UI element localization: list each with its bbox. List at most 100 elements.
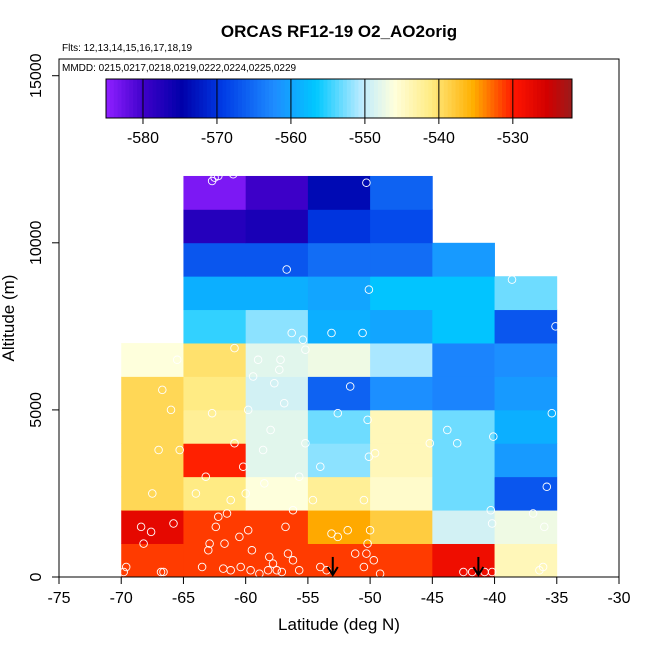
observation-point [204,546,213,555]
observation-point [333,532,343,542]
heatmap-cell [245,309,309,344]
observation-point [230,439,239,448]
colorbar-segment [226,79,231,118]
heatmap-cell [307,343,371,377]
heatmap-cell [245,476,309,511]
y-axis-label: Altitude (m) [0,275,18,362]
colorbar-segment [486,79,491,118]
observation-point [369,556,379,565]
heatmap-cells [121,175,558,578]
colorbar-segment [121,79,126,118]
observation-point [298,335,308,344]
observation-point [547,408,557,418]
heatmap-cell [245,409,309,444]
observation-point [365,525,375,535]
heatmap-cell [121,543,184,578]
x-tick-label: -45 [421,590,444,607]
colorbar-segment [300,79,305,118]
observation-point [277,567,287,577]
heatmap-cell [245,209,309,244]
heatmap-cell [370,510,433,544]
colorbar-segment [191,79,196,118]
colorbar-segment [467,79,472,118]
colorbar-segment [245,79,251,118]
colorbar-segment [222,79,227,118]
flights-note: Flts: 12,13,14,15,16,17,18,19 [62,43,193,54]
observation-point [146,527,156,537]
observation-point [248,372,258,381]
heatmap-cell [183,343,247,377]
heatmap-cell [494,309,558,344]
colorbar-segment [451,79,456,118]
colorbar-segment [257,79,262,118]
colorbar-segment [238,79,243,118]
observation-point [282,265,291,274]
x-tick-label: -75 [47,590,70,607]
colorbar-segment [339,79,344,118]
observation-point [452,439,462,448]
colorbar-segment [521,79,526,118]
x-tick-label: -55 [296,590,319,607]
observation-point [220,539,229,548]
observation-point [350,549,360,558]
observation-point [243,525,253,535]
heatmap-cell [245,175,309,210]
colorbar-segment [218,79,223,118]
colorbar: -580 -570 -560 -550 -540 -530 [105,78,573,147]
observation-point [343,525,352,535]
heatmap-cell [432,376,495,411]
observation-point [507,275,517,284]
colorbar-segment [525,79,530,118]
colorbar-segment [230,79,235,118]
colorbar-segment [393,79,398,118]
observation-point [210,173,219,182]
y-axis: 0 5000 10000 15000 [28,53,59,581]
colorbar-segment [164,79,169,118]
colorbar-tick-label: -570 [201,130,233,147]
colorbar-segment [517,79,523,118]
colorbar-segment [284,79,290,118]
colorbar-segment [323,79,328,118]
low-altitude-arrows [326,556,485,577]
observation-point [288,505,298,515]
observation-point [359,562,369,572]
heatmap-cell [183,209,247,244]
observation-point [528,509,538,518]
observation-point [241,489,250,498]
colorbar-segment [560,79,565,118]
observation-point [333,408,343,418]
heatmap-cell [494,376,558,411]
colorbar-segment [125,79,130,118]
colorbar-segment [156,79,161,118]
x-tick-label: -50 [359,590,382,607]
colorbar-segment [199,79,204,118]
heatmap-cell [307,209,371,244]
heatmap-cell [121,443,184,478]
observation-point [487,519,497,528]
colorbar-segment [172,79,177,118]
observation-point [243,405,253,415]
heatmap-cell [245,276,309,311]
observation-point [238,462,248,471]
heatmap-cell [121,476,184,511]
colorbar-segment [234,79,239,118]
heatmap-cell [432,543,495,578]
colorbar-segment [331,79,336,118]
colorbar-segment [210,79,216,118]
colorbar-segment [137,79,142,118]
heatmap-cell [370,209,433,244]
observation-point [247,546,257,555]
colorbar-segment [346,79,352,118]
observation-point [139,539,148,548]
colorbar-segment [261,79,266,118]
colorbar-segment [540,79,546,118]
colorbar-tick-label: -530 [497,130,529,147]
colorbar-segment [106,79,111,118]
colorbar-segment [269,79,274,118]
x-tick-label: -40 [483,590,506,607]
observation-point [487,567,497,577]
colorbar-segment [544,79,550,118]
colorbar-tick-label: -580 [127,130,159,147]
observation-point [294,472,304,481]
